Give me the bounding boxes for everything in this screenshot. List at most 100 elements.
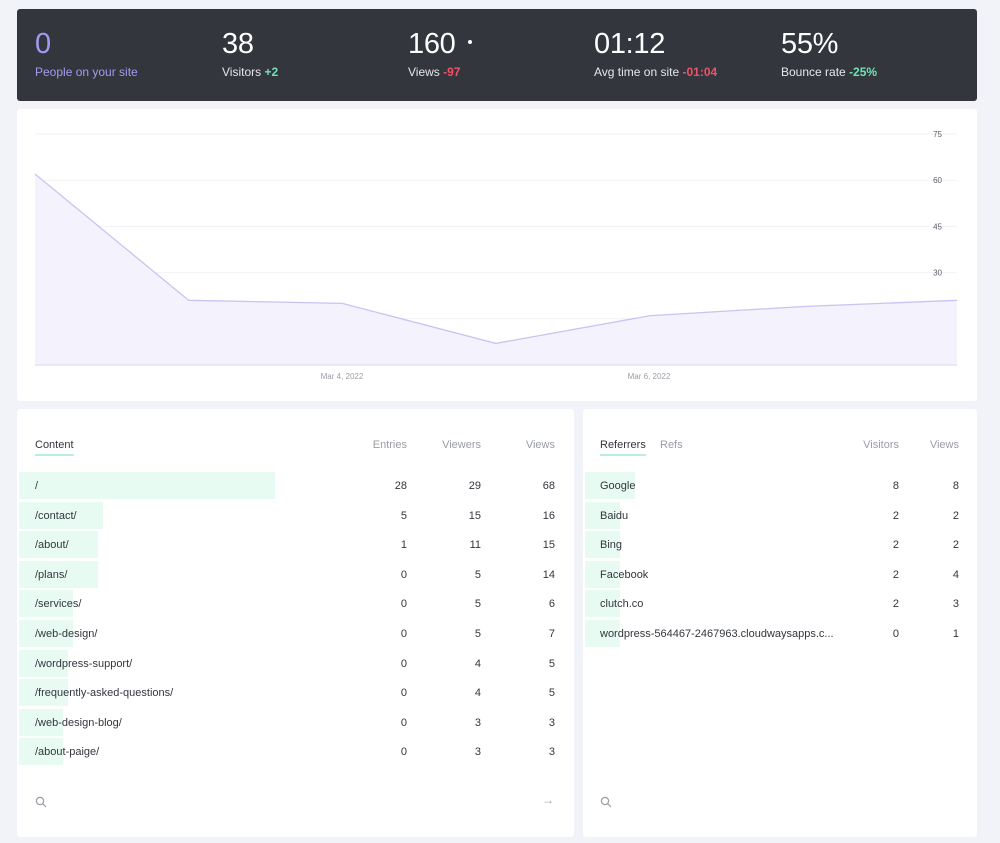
visitors-value: 2 — [892, 539, 899, 552]
entries-value: 0 — [400, 598, 407, 611]
table-row[interactable]: /wordpress-support/0 4 5 — [17, 649, 574, 678]
tab-refs[interactable]: Refs — [660, 439, 683, 451]
viewers-value: 3 — [474, 746, 481, 759]
viewers-value: 5 — [474, 628, 481, 640]
page-path: /about/ — [35, 539, 69, 552]
table-row[interactable]: /web-design/0 5 7 — [17, 620, 574, 648]
viewers-value: 4 — [474, 687, 481, 700]
table-row[interactable]: / 28 29 68 — [17, 472, 574, 500]
share-bar — [585, 531, 620, 559]
share-bar — [19, 738, 63, 766]
referrers-table-header: Referrers Refs Visitors Views — [583, 439, 977, 459]
share-bar — [19, 620, 73, 647]
visitors-value: 8 — [892, 480, 899, 492]
share-bar — [19, 679, 68, 707]
views-value: 5 — [548, 687, 555, 700]
entries-value: 0 — [400, 687, 407, 700]
page-path: /plans/ — [35, 568, 68, 581]
referrers-table: Referrers Refs Visitors Views Google 8 8 Ba… — [583, 409, 977, 837]
content-table: Content Entries Viewers Views / 28 29 68/co… — [17, 409, 574, 837]
y-tick-label: 45 — [933, 222, 942, 231]
views-value: 2 — [952, 509, 959, 522]
visitors-value: 2 — [892, 568, 899, 581]
stat-live[interactable]: 0 People on your site — [35, 27, 138, 79]
visitors-value: 2 — [892, 598, 899, 611]
stat-avg-time[interactable]: 01:12 Avg time on site -01:04 — [594, 27, 717, 79]
table-row[interactable]: /about/1 11 15 — [17, 531, 574, 559]
table-row[interactable]: /frequently-asked-questions/0 4 5 — [17, 679, 574, 707]
stat-live-label: People on your site — [35, 65, 138, 79]
viewers-value: 5 — [474, 568, 481, 581]
views-value: 8 — [952, 480, 959, 492]
page-path: /web-design-blog/ — [35, 716, 122, 729]
viewers-value: 29 — [468, 480, 481, 492]
share-bar — [19, 590, 73, 618]
stat-avg-time-label: Avg time on site — [594, 65, 680, 79]
visitors-value: 0 — [892, 628, 899, 640]
table-row[interactable]: /plans/0 5 14 — [17, 560, 574, 589]
table-row[interactable]: Google 8 8 — [583, 472, 977, 500]
x-tick-label: Mar 4, 2022 — [321, 372, 364, 381]
column-viewers[interactable]: Viewers — [442, 439, 481, 451]
entries-value: 1 — [400, 539, 407, 552]
page-path: / — [35, 480, 39, 492]
stat-visitors-value: 38 — [222, 28, 254, 60]
table-row[interactable]: clutch.co 2 3 — [583, 590, 977, 618]
views-value: 4 — [952, 568, 959, 581]
column-visitors[interactable]: Visitors — [863, 439, 899, 451]
share-bar — [19, 560, 98, 588]
stat-bounce-label: Bounce rate — [781, 65, 846, 79]
stat-avg-time-value: 01:12 — [594, 28, 666, 60]
stat-views-change: -97 — [443, 65, 461, 79]
referrer-name: Google — [600, 480, 636, 492]
entries-value: 0 — [400, 657, 407, 670]
stat-visitors[interactable]: 38 Visitors +2 — [222, 27, 278, 79]
stat-avg-time-change: -01:04 — [682, 65, 718, 79]
share-bar — [585, 620, 620, 647]
referrer-name: Bing — [600, 539, 623, 552]
share-bar — [585, 472, 635, 499]
table-row[interactable]: /web-design-blog/0 3 3 — [17, 708, 574, 737]
table-row[interactable]: wordpress-564467-2467963.cloudwaysapps.c… — [583, 620, 977, 648]
page-path: /web-design/ — [35, 628, 98, 640]
share-bar — [19, 531, 98, 559]
entries-value: 0 — [400, 568, 407, 581]
table-row[interactable]: Bing 2 2 — [583, 531, 977, 559]
x-tick-label: Mar 6, 2022 — [628, 372, 671, 381]
table-row[interactable]: /about-paige/0 3 3 — [17, 738, 574, 766]
table-row[interactable]: Baidu 2 2 — [583, 501, 977, 530]
y-tick-label: 30 — [933, 269, 942, 278]
table-row[interactable]: Facebook 2 4 — [583, 560, 977, 589]
stat-visitors-change: +2 — [264, 65, 279, 79]
stats-bar: 0 People on your site 38 Visitors +2 160… — [17, 9, 977, 101]
stat-bounce-change: -25% — [849, 65, 878, 79]
search-icon[interactable] — [600, 795, 612, 808]
tab-content[interactable]: Content — [35, 439, 74, 456]
stat-views-label: Views — [408, 65, 440, 79]
entries-value: 0 — [400, 628, 407, 640]
series-line[interactable] — [34, 173, 958, 345]
referrer-name: Baidu — [600, 509, 629, 522]
share-bar — [585, 590, 620, 618]
views-value: 2 — [952, 539, 959, 552]
table-row[interactable]: /contact/5 15 16 — [17, 501, 574, 530]
page-path: /contact/ — [35, 509, 77, 522]
views-value: 5 — [548, 657, 555, 670]
table-row[interactable]: /services/0 5 6 — [17, 590, 574, 618]
column-views[interactable]: Views — [929, 439, 959, 451]
stat-views[interactable]: 160 Views -97 — [408, 27, 472, 79]
entries-value: 0 — [400, 746, 407, 759]
stat-bounce[interactable]: 55% Bounce rate -25% — [781, 27, 877, 79]
tab-referrers[interactable]: Referrers — [600, 439, 646, 456]
views-value: 3 — [548, 746, 555, 759]
share-bar — [19, 708, 63, 736]
column-entries[interactable]: Entries — [372, 439, 407, 451]
stat-views-value: 160 — [408, 28, 456, 60]
referrer-name: wordpress-564467-2467963.cloudwaysapps.c… — [600, 628, 834, 640]
column-views[interactable]: Views — [525, 439, 555, 451]
arrow-right-icon[interactable]: → — [542, 793, 554, 807]
search-icon[interactable] — [35, 795, 47, 808]
series-area — [35, 174, 957, 365]
